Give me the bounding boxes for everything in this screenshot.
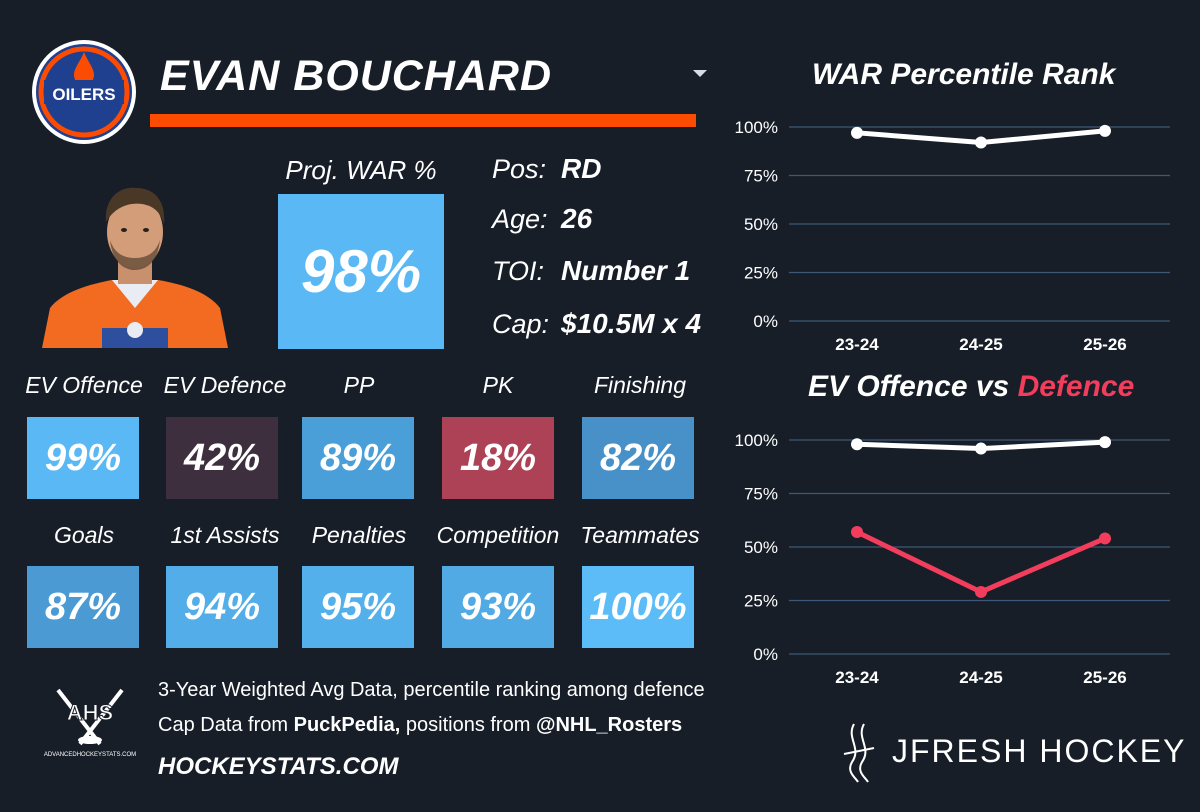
proj-war-tile: 98% xyxy=(278,194,444,349)
tile-goals: 87% xyxy=(27,566,139,648)
tile-1st-assists: 94% xyxy=(166,566,278,648)
footer-source-nhl-rosters[interactable]: @NHL_Rosters xyxy=(535,714,683,736)
ahs-logo: AHS ADVANCEDHOCKEYSTATS.COM xyxy=(44,688,136,758)
chart1-xtick-label: 25-26 xyxy=(1083,335,1126,354)
chart2-series-1-point xyxy=(975,585,987,598)
name-underline-bar xyxy=(150,114,696,127)
tile-pk: 18% xyxy=(442,417,554,499)
chart1-ytick-label: 0% xyxy=(753,312,778,331)
tile-finishing: 82% xyxy=(582,417,694,499)
ahs-logo-subtext: ADVANCEDHOCKEYSTATS.COM xyxy=(44,752,136,758)
tile-pp: 89% xyxy=(302,417,414,499)
chart2-ytick-label: 25% xyxy=(744,592,778,611)
chart1-title: WAR Percentile Rank xyxy=(812,58,1115,92)
chart-war-percentile: 0% 25% 50% 75% 100% 23-24 24-25 25-26 xyxy=(735,118,1170,354)
chart2-series-1-point xyxy=(851,526,863,539)
footer-data-note: 3-Year Weighted Avg Data, percentile ran… xyxy=(158,679,705,701)
tile-label-finishing: Finishing xyxy=(593,372,687,398)
tile-teammates: 100% xyxy=(582,566,694,648)
jfresh-brand-text: JFRESH HOCKEY xyxy=(892,733,1185,769)
chart2-xtick-label: 25-26 xyxy=(1083,668,1126,687)
tile-label-competition: Competition xyxy=(436,522,560,548)
chart2-series-1-point xyxy=(1099,532,1111,545)
footer-sources-prefix: Cap Data from xyxy=(158,714,294,736)
cap-value: $10.5M x 4 xyxy=(561,308,702,339)
chart1-ytick-label: 25% xyxy=(744,264,778,283)
chart1-ytick-label: 75% xyxy=(744,167,778,186)
chart2-xtick-label: 24-25 xyxy=(959,668,1002,687)
tile-label-penalties: Penalties xyxy=(311,522,407,548)
chart2-ytick-label: 75% xyxy=(744,485,778,504)
pos-label: Pos: xyxy=(492,154,547,184)
chart1-ytick-label: 50% xyxy=(744,215,778,234)
footer-sources: Cap Data from PuckPedia, positions from … xyxy=(158,714,682,737)
player-name: EVAN BOUCHARD xyxy=(160,52,553,100)
proj-war-value: 98% xyxy=(300,238,422,305)
chart2-title: EV Offence vs Defence xyxy=(808,370,1134,404)
chart2-series-line-1 xyxy=(855,529,1106,595)
ahs-logo-text: AHS xyxy=(67,700,113,725)
cap-label: Cap: xyxy=(492,309,550,339)
chart1-title-text: WAR Percentile Rank xyxy=(812,58,1116,91)
chart1-xtick-label: 24-25 xyxy=(959,335,1002,354)
toi-label: TOI: xyxy=(492,256,545,286)
tile-label-goals: Goals xyxy=(53,522,115,548)
chart2-ytick-label: 100% xyxy=(735,431,778,450)
chart2-series-0-point xyxy=(1099,436,1111,449)
tile-label-teammates: Teammates xyxy=(580,522,700,548)
proj-war-label: Proj. WAR % xyxy=(285,155,437,185)
chart2-title-offence: EV Offence xyxy=(808,370,968,403)
age-label: Age: xyxy=(492,204,548,234)
chart1-series-0-point xyxy=(851,126,863,139)
chart1-xtick-label: 23-24 xyxy=(835,335,879,354)
tile-label-1st-assists: 1st Assists xyxy=(170,522,280,548)
chart2-ytick-label: 50% xyxy=(744,538,778,557)
chart-ev-offence-vs-defence: 0% 25% 50% 75% 100% 23-24 24-25 25-26 xyxy=(735,431,1170,687)
chart1-series-0-point xyxy=(1099,124,1111,137)
chart1-ytick-label: 100% xyxy=(735,118,778,137)
jfresh-logo: JFRESH HOCKEY xyxy=(843,723,1185,783)
chart2-series-0-point xyxy=(975,442,987,455)
tile-ev-offence: 99% xyxy=(27,417,139,499)
site-url[interactable]: HOCKEYSTATS.COM xyxy=(158,753,399,780)
tile-label-ev-defence: EV Defence xyxy=(163,372,287,398)
pos-value: RD xyxy=(561,153,602,184)
tile-label-ev-offence: EV Offence xyxy=(25,372,143,398)
chart2-series-0-point xyxy=(851,438,863,451)
chart2-xtick-label: 23-24 xyxy=(835,668,879,687)
chart2-ytick-label: 0% xyxy=(753,645,778,664)
tile-competition: 93% xyxy=(442,566,554,648)
footer-source-puckpedia[interactable]: PuckPedia, xyxy=(293,714,401,736)
tile-penalties: 95% xyxy=(302,566,414,648)
player-photo xyxy=(42,187,228,348)
tile-label-pp: PP xyxy=(343,372,375,398)
toi-value: Number 1 xyxy=(561,255,691,286)
player-dropdown-icon[interactable] xyxy=(693,70,707,77)
chart1-series-0-point xyxy=(975,136,987,149)
chart2-title-defence: Defence xyxy=(1017,370,1135,403)
tile-ev-defence: 42% xyxy=(166,417,278,499)
oilers-logo-text: OILERS xyxy=(52,85,115,104)
footer-sources-middle: positions from xyxy=(400,714,536,736)
tile-label-pk: PK xyxy=(482,372,514,398)
oilers-logo: OILERS xyxy=(32,40,136,144)
age-value: 26 xyxy=(561,203,593,234)
chart2-title-vs: vs xyxy=(967,370,1018,403)
